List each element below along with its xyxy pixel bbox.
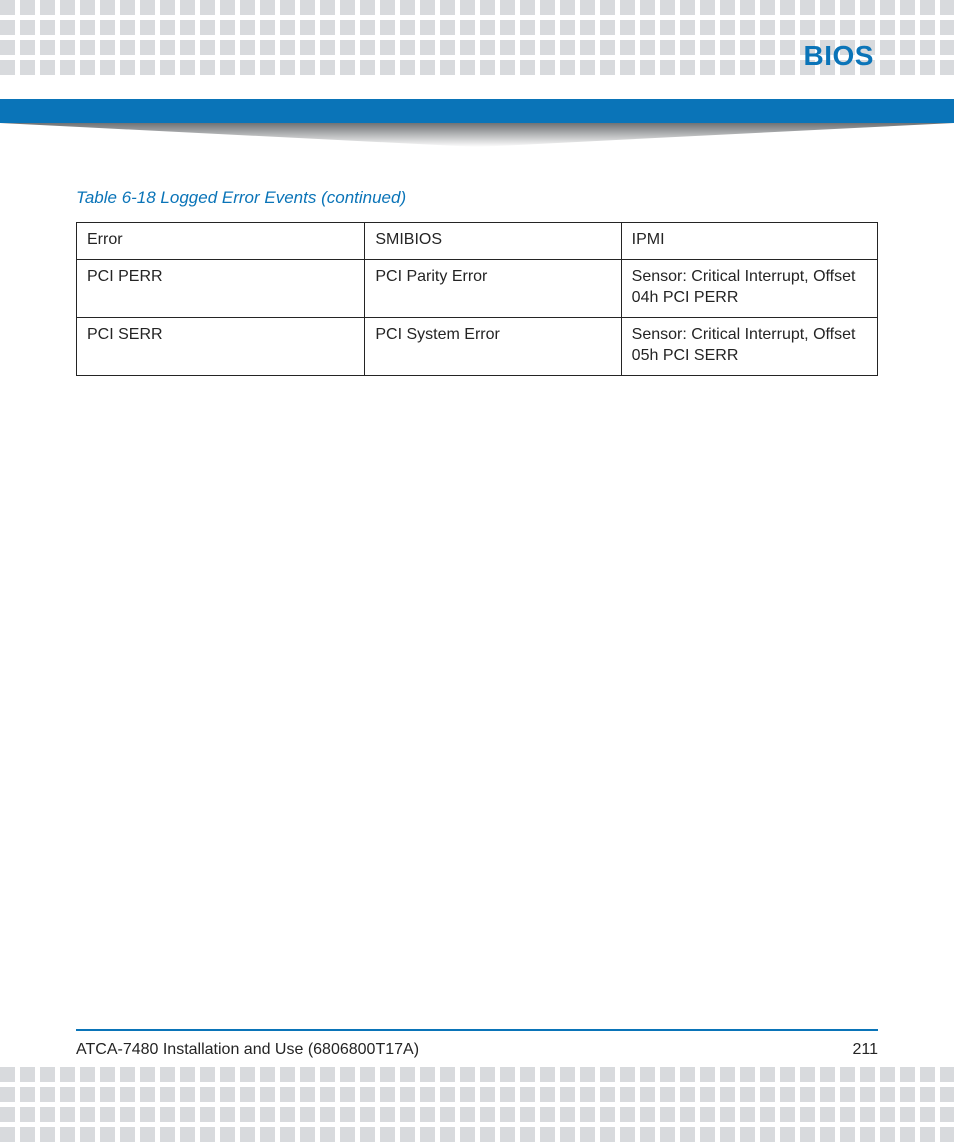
table-caption: Table 6-18 Logged Error Events (continue… [76,188,878,208]
footer-dot-pattern [0,1067,954,1145]
table-row: PCI PERRPCI Parity ErrorSensor: Critical… [77,259,878,317]
table-cell: PCI PERR [77,259,365,317]
section-title: BIOS [804,40,874,72]
table-cell: PCI SERR [77,317,365,375]
table-column-header: SMIBIOS [365,223,621,260]
table-row: PCI SERRPCI System ErrorSensor: Critical… [77,317,878,375]
page-footer: ATCA-7480 Installation and Use (6806800T… [76,1029,878,1059]
table-column-header: IPMI [621,223,877,260]
error-events-table: ErrorSMIBIOSIPMI PCI PERRPCI Parity Erro… [76,222,878,376]
table-column-header: Error [77,223,365,260]
footer-doc-title: ATCA-7480 Installation and Use (6806800T… [76,1041,419,1059]
header-blue-bar [0,99,954,123]
table-cell: PCI System Error [365,317,621,375]
table-cell: Sensor: Critical Interrupt, Offset 05h P… [621,317,877,375]
footer-rule [76,1029,878,1031]
header-shadow-wedge [0,123,954,151]
page-content: Table 6-18 Logged Error Events (continue… [76,188,878,376]
table-header-row: ErrorSMIBIOSIPMI [77,223,878,260]
table-cell: PCI Parity Error [365,259,621,317]
footer-page-number: 211 [852,1041,878,1059]
table-cell: Sensor: Critical Interrupt, Offset 04h P… [621,259,877,317]
